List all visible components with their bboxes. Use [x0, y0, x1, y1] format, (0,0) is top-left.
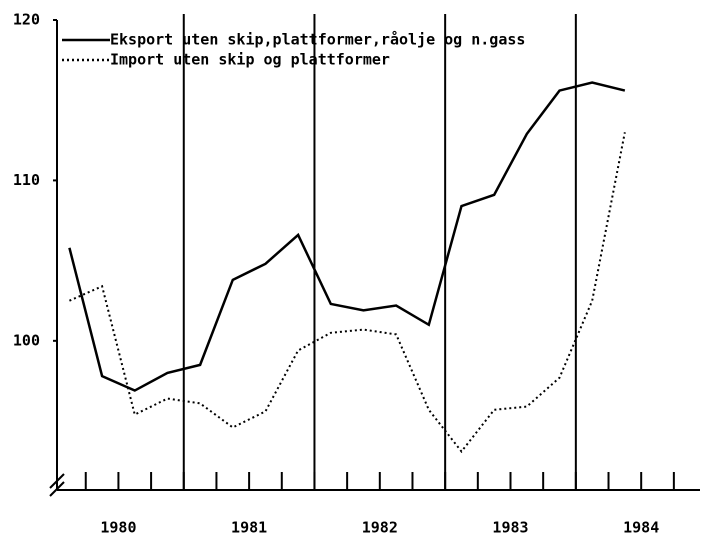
x-tick-label: 1983	[492, 519, 528, 537]
x-tick-label: 1982	[362, 519, 398, 537]
series-line	[68, 81, 626, 392]
legend-label: Eksport uten skip,plattformer,råolje og …	[110, 31, 525, 49]
x-tick-label: 1981	[231, 519, 267, 537]
y-tick-label: 100	[13, 331, 40, 349]
legend-label: Import uten skip og plattformer	[110, 51, 390, 69]
y-tick-label: 120	[13, 11, 40, 29]
axis-break	[49, 481, 65, 497]
axis-break	[49, 473, 65, 489]
x-tick-label: 1984	[623, 519, 659, 537]
x-tick-label: 1980	[100, 519, 136, 537]
y-tick-label: 110	[13, 171, 40, 189]
series-line	[69, 132, 626, 454]
